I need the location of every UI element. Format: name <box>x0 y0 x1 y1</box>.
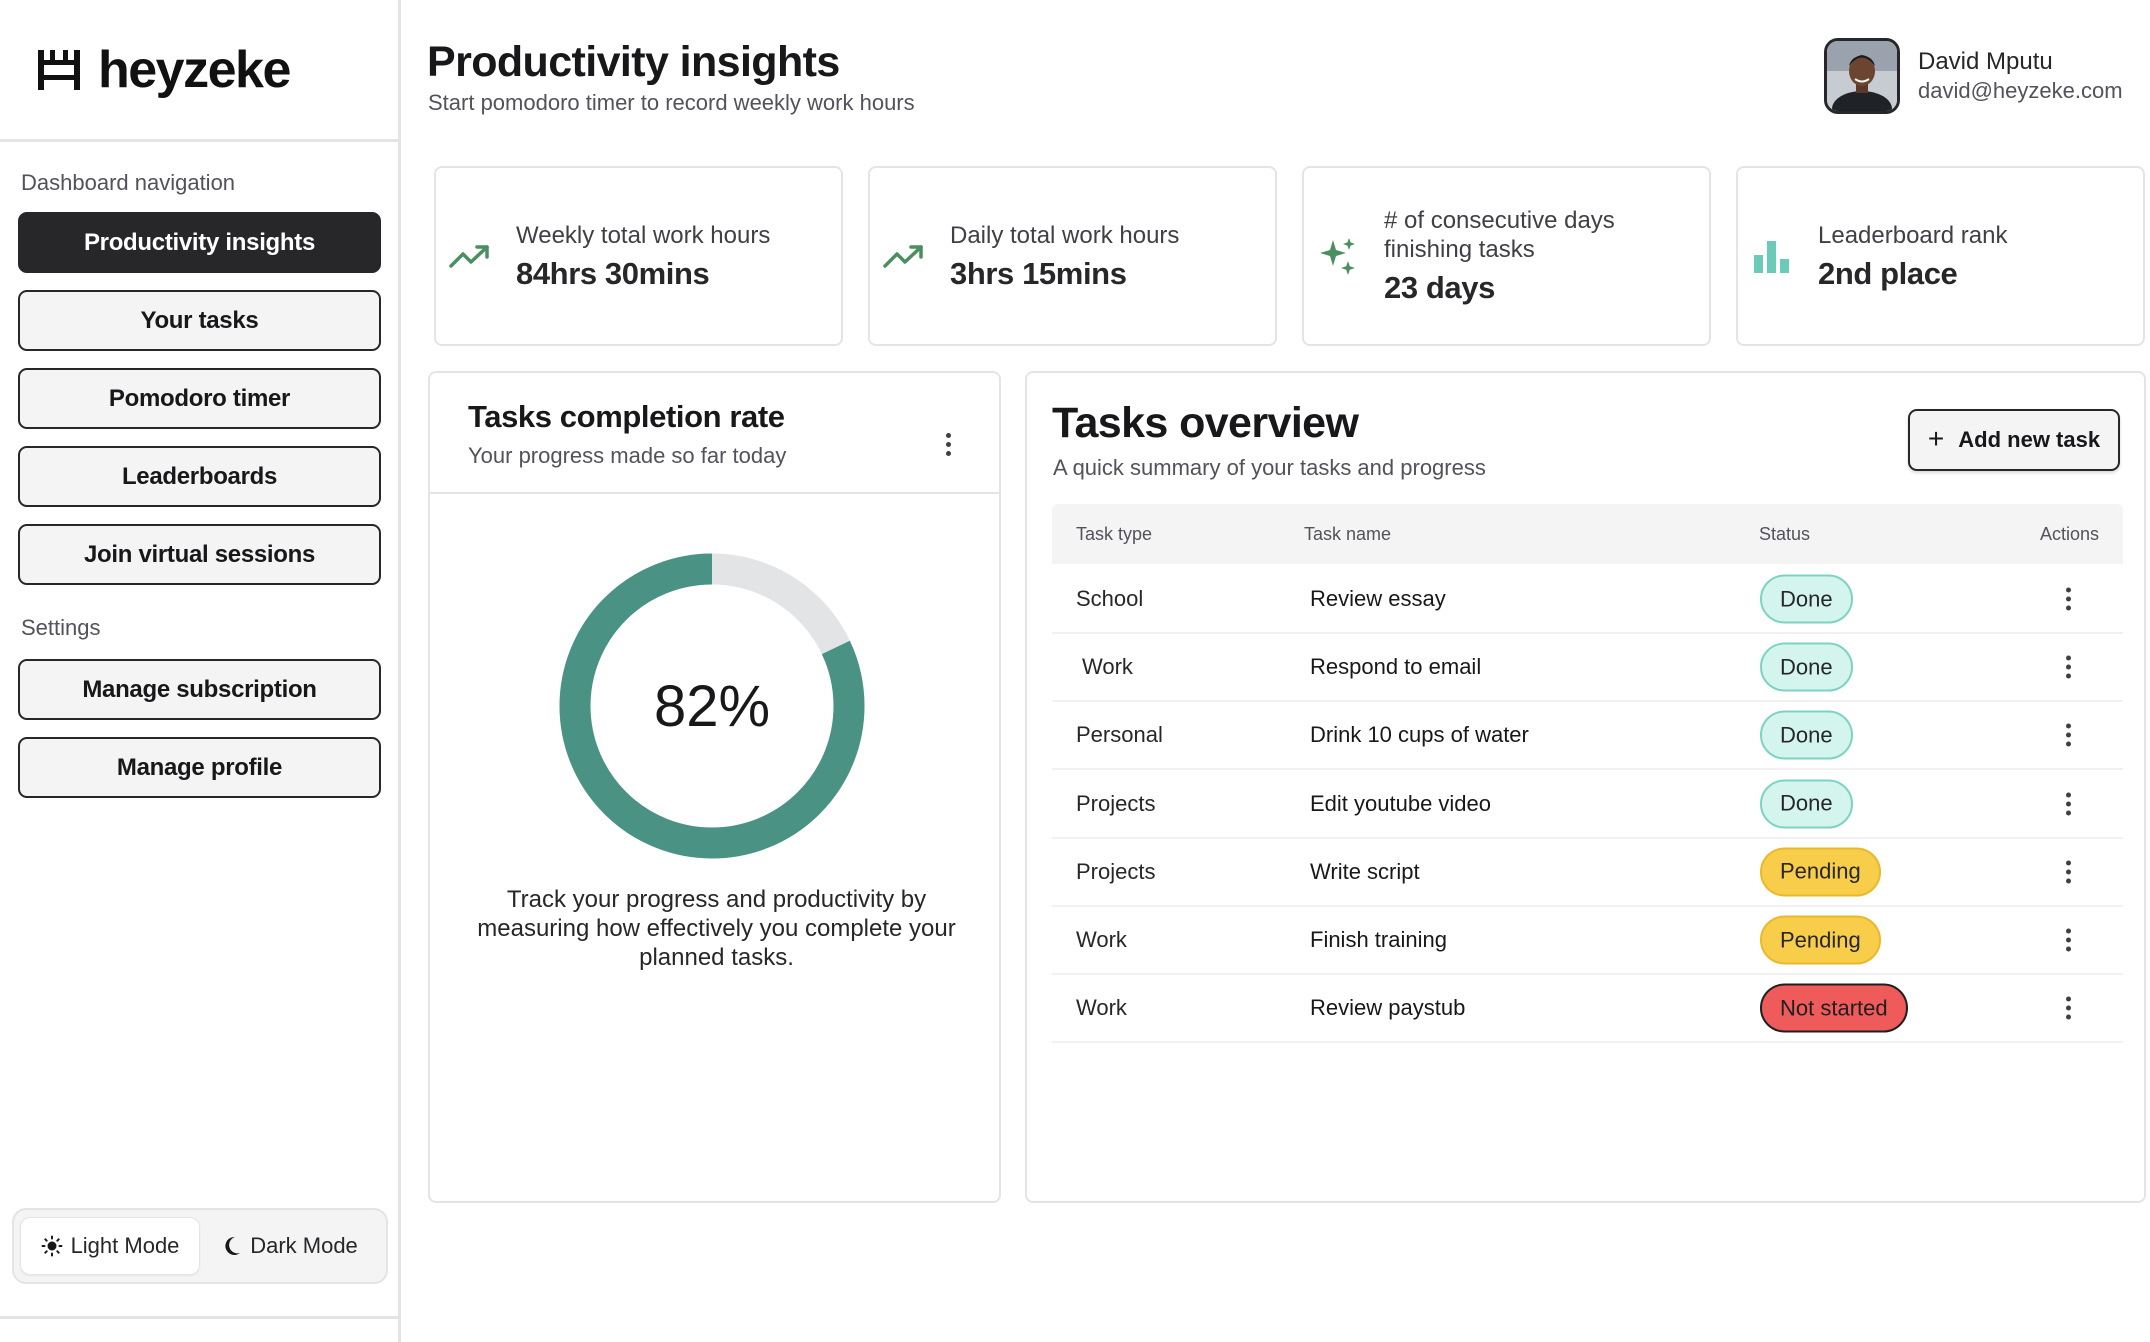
status-badge: Pending <box>1760 915 1881 965</box>
tasks-table-header: Task type Task name Status Actions <box>1052 504 2123 564</box>
nav-your-tasks[interactable]: Your tasks <box>18 290 381 351</box>
plus-icon: + <box>1927 422 1945 454</box>
task-name-cell: Review essay <box>1310 586 1446 611</box>
more-options-icon[interactable] <box>946 433 951 456</box>
status-badge: Done <box>1760 710 1853 760</box>
add-new-task-button[interactable]: + Add new task <box>1908 409 2120 471</box>
task-name-cell: Review paystub <box>1310 995 1466 1021</box>
trending-up-icon <box>446 232 494 280</box>
task-name-cell: Write script <box>1310 858 1420 884</box>
tasks-title: Tasks overview <box>1052 399 1359 447</box>
column-header-task-type[interactable]: Task type <box>1076 524 1153 544</box>
stat-card-weekly-hours: Weekly total work hours 84hrs 30mins <box>434 166 843 346</box>
donut-progress-arc <box>559 553 865 859</box>
completion-percent: 82% <box>653 673 771 739</box>
task-type-cell: School <box>1076 586 1144 611</box>
task-name-cell: Drink 10 cups of water <box>1310 722 1529 748</box>
nav-heading: Dashboard navigation <box>21 170 236 195</box>
row-actions-icon[interactable] <box>2066 723 2071 747</box>
heyzeke-logo-icon <box>38 49 80 90</box>
task-type-cell: Work <box>1076 995 1127 1021</box>
settings-heading: Settings <box>21 615 101 640</box>
stat-label: Leaderboard rank <box>1818 221 2008 249</box>
dark-mode-button[interactable]: Dark Mode <box>200 1217 380 1275</box>
nav-leaderboards[interactable]: Leaderboards <box>18 446 381 507</box>
add-new-task-label: Add new task <box>1958 427 2101 452</box>
sidebar: heyzeke Dashboard navigation Productivit… <box>0 0 401 1342</box>
completion-title: Tasks completion rate <box>468 399 785 434</box>
table-row[interactable]: Projects Edit youtube video Done <box>1052 771 2123 839</box>
sparkles-icon <box>1314 232 1362 280</box>
stat-label: Weekly total work hours <box>516 221 771 249</box>
table-row[interactable]: Work Review paystub Not started <box>1052 975 2123 1044</box>
table-row[interactable]: Projects Write script Pending <box>1052 839 2123 907</box>
page-title: Productivity insights <box>427 38 840 86</box>
table-row[interactable]: School Review essay Done <box>1052 566 2123 634</box>
completion-description: Track your progress and productivity by … <box>477 886 956 971</box>
nav-pomodoro-timer[interactable]: Pomodoro timer <box>18 368 381 429</box>
moon-icon <box>222 1235 242 1257</box>
tasks-subtitle: A quick summary of your tasks and progre… <box>1053 455 1486 480</box>
stat-card-daily-hours: Daily total work hours 3hrs 15mins <box>868 166 1277 346</box>
task-type-cell: Work <box>1082 654 1133 680</box>
trending-up-icon <box>880 232 928 280</box>
row-actions-icon[interactable] <box>2066 860 2071 884</box>
status-badge: Not started <box>1760 983 1908 1033</box>
tasks-overview-card: Tasks overview A quick summary of your t… <box>1025 371 2146 1203</box>
nav-manage-subscription[interactable]: Manage subscription <box>18 659 381 720</box>
task-type-cell: Projects <box>1076 790 1156 816</box>
stat-value: 23 days <box>1384 270 1495 305</box>
tasks-completion-card: Tasks completion rate Your progress made… <box>428 371 1001 1203</box>
task-name-cell: Finish training <box>1310 927 1447 952</box>
status-badge: Done <box>1760 779 1853 829</box>
status-badge: Pending <box>1760 847 1881 897</box>
bar-chart-icon <box>1748 232 1796 280</box>
nav-join-virtual-sessions[interactable]: Join virtual sessions <box>18 524 381 585</box>
stat-label: # of consecutive days finishing tasks <box>1384 207 1615 263</box>
user-email: david@heyzeke.com <box>1918 78 2123 103</box>
task-name-cell: Edit youtube video <box>1310 790 1492 816</box>
completion-card-header: Tasks completion rate Your progress made… <box>430 373 999 494</box>
row-actions-icon[interactable] <box>2066 928 2071 952</box>
completion-donut-chart <box>559 553 865 859</box>
stat-card-leaderboard-rank: Leaderboard rank 2nd place <box>1736 166 2145 346</box>
task-name-cell: Respond to email <box>1310 654 1482 680</box>
stat-value: 3hrs 15mins <box>950 255 1127 291</box>
user-profile[interactable]: David Mputu david@heyzeke.com <box>1824 38 2123 114</box>
light-mode-label: Light Mode <box>70 1233 180 1258</box>
row-actions-icon[interactable] <box>2066 587 2071 611</box>
light-mode-button[interactable]: Light Mode <box>20 1217 200 1275</box>
status-badge: Done <box>1760 574 1853 624</box>
page-subtitle: Start pomodoro timer to record weekly wo… <box>428 90 915 115</box>
column-header-status[interactable]: Status <box>1759 524 1811 544</box>
row-actions-icon[interactable] <box>2066 996 2071 1020</box>
sidebar-divider <box>0 1316 401 1319</box>
column-header-actions: Actions <box>2039 524 2099 544</box>
completion-subtitle: Your progress made so far today <box>468 443 787 468</box>
table-row[interactable]: Personal Drink 10 cups of water Done <box>1052 702 2123 771</box>
stat-value: 2nd place <box>1818 255 1958 291</box>
task-type-cell: Projects <box>1076 858 1156 884</box>
table-row[interactable]: Work Finish training Pending <box>1052 907 2123 975</box>
theme-mode-switch: Light Mode Dark Mode <box>12 1208 388 1284</box>
user-name: David Mputu <box>1918 48 2053 75</box>
task-type-cell: Work <box>1076 927 1127 952</box>
status-badge: Done <box>1760 642 1853 692</box>
task-type-cell: Personal <box>1076 722 1163 748</box>
stat-label: Daily total work hours <box>950 221 1180 249</box>
stat-card-consecutive-days: # of consecutive days finishing tasks 23… <box>1302 166 1711 346</box>
stat-value: 84hrs 30mins <box>516 255 710 291</box>
brand-name: heyzeke <box>98 40 291 99</box>
table-row[interactable]: Work Respond to email Done <box>1052 634 2123 703</box>
brand[interactable]: heyzeke <box>0 0 398 142</box>
nav-productivity-insights[interactable]: Productivity insights <box>18 212 381 273</box>
row-actions-icon[interactable] <box>2066 792 2071 816</box>
nav-manage-profile[interactable]: Manage profile <box>18 737 381 798</box>
row-actions-icon[interactable] <box>2066 655 2071 679</box>
avatar[interactable] <box>1824 38 1900 114</box>
sun-icon <box>41 1235 63 1257</box>
dark-mode-label: Dark Mode <box>250 1233 358 1258</box>
column-header-task-name[interactable]: Task name <box>1304 524 1392 544</box>
